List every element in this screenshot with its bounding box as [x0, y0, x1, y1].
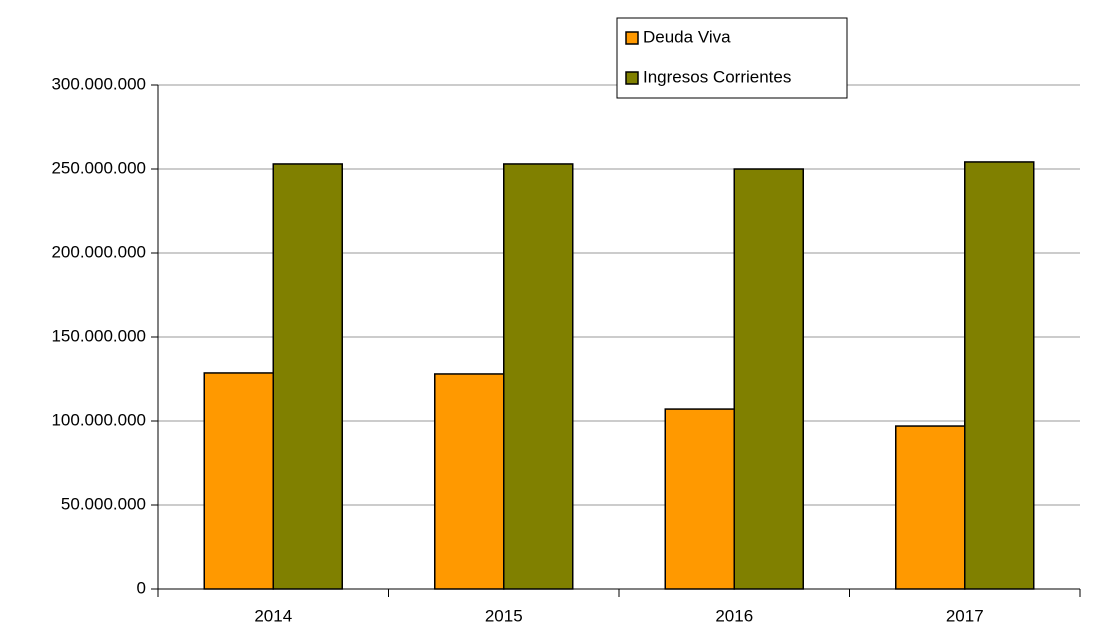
y-tick-label: 300.000.000 [51, 74, 146, 93]
bar [733, 168, 804, 590]
legend-label: Deuda Viva [643, 27, 731, 46]
bar [434, 373, 505, 590]
y-tick-label: 100.000.000 [51, 410, 146, 429]
y-tick-label: 0 [137, 578, 146, 597]
y-tick-label: 50.000.000 [61, 494, 146, 513]
x-tick-label: 2017 [946, 606, 984, 625]
legend-label: Ingresos Corrientes [643, 67, 791, 86]
bar [664, 408, 735, 590]
y-tick-label: 150.000.000 [51, 326, 146, 345]
bar [503, 163, 574, 590]
x-tick-label: 2014 [254, 606, 292, 625]
bar [964, 161, 1035, 590]
bar [895, 425, 966, 590]
x-tick-label: 2016 [715, 606, 753, 625]
bar [203, 372, 274, 590]
legend-box [616, 17, 848, 99]
y-tick-label: 250.000.000 [51, 158, 146, 177]
legend-swatch [625, 71, 639, 85]
x-tick-label: 2015 [485, 606, 523, 625]
y-tick-label: 200.000.000 [51, 242, 146, 261]
legend-swatch [625, 31, 639, 45]
bar [272, 163, 343, 590]
